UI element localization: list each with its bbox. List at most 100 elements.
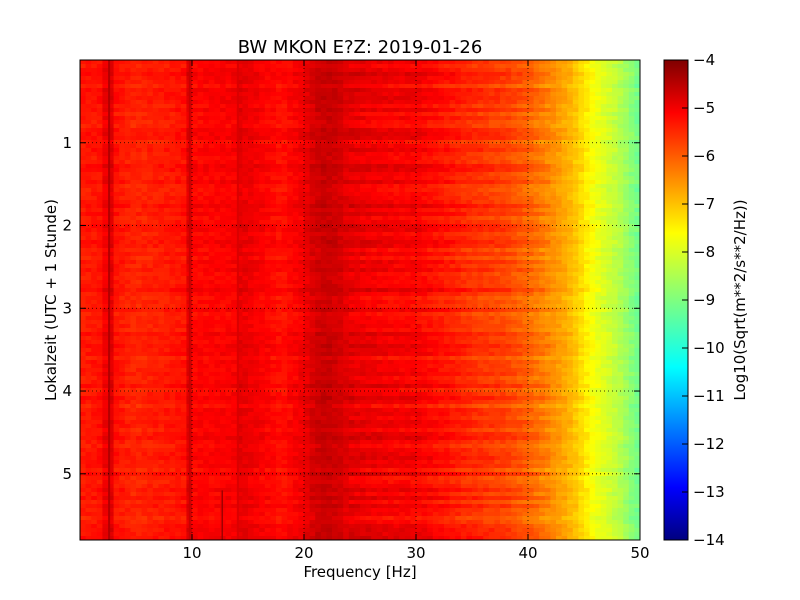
- spectrogram-cell: [404, 196, 411, 201]
- spectrogram-cell: [108, 180, 115, 185]
- spectrogram-cell: [119, 236, 126, 241]
- spectrogram-cell: [236, 108, 243, 113]
- spectrogram-cell: [152, 172, 159, 177]
- spectrogram-cell: [225, 244, 232, 249]
- spectrogram-cell: [203, 164, 210, 169]
- spectrogram-cell: [287, 104, 294, 109]
- spectrogram-cell: [438, 132, 445, 137]
- spectrogram-cell: [460, 224, 467, 229]
- spectrogram-cell: [315, 236, 322, 241]
- spectrogram-cell: [236, 192, 243, 197]
- spectrogram-cell: [449, 76, 456, 81]
- spectrogram-cell: [416, 148, 423, 153]
- spectrogram-cell: [192, 116, 199, 121]
- spectrogram-cell: [169, 140, 176, 145]
- spectrogram-cell: [298, 92, 305, 97]
- spectrogram-cell: [416, 100, 423, 105]
- spectrogram-cell: [528, 200, 535, 205]
- spectrogram-cell: [376, 108, 383, 113]
- spectrogram-cell: [253, 228, 260, 233]
- spectrogram-cell: [556, 208, 563, 213]
- spectrogram-cell: [158, 76, 165, 81]
- spectrogram-cell: [192, 244, 199, 249]
- spectrogram-cell: [365, 200, 372, 205]
- spectrogram-cell: [376, 256, 383, 261]
- spectrogram-cell: [208, 212, 215, 217]
- spectrogram-cell: [449, 180, 456, 185]
- spectrogram-cell: [533, 144, 540, 149]
- spectrogram-cell: [259, 240, 266, 245]
- spectrogram-cell: [253, 184, 260, 189]
- spectrogram-cell: [365, 208, 372, 213]
- spectrogram-cell: [343, 120, 350, 125]
- spectrogram-cell: [152, 180, 159, 185]
- spectrogram-cell: [253, 164, 260, 169]
- spectrogram-cell: [449, 176, 456, 181]
- spectrogram-cell: [393, 120, 400, 125]
- spectrogram-cell: [152, 140, 159, 145]
- spectrogram-cell: [539, 156, 546, 161]
- spectrogram-cell: [444, 76, 451, 81]
- spectrogram-cell: [164, 244, 171, 249]
- spectrogram-cell: [208, 160, 215, 165]
- spectrogram-cell: [287, 84, 294, 89]
- spectrogram-cell: [371, 236, 378, 241]
- spectrogram-cell: [119, 212, 126, 217]
- spectrogram-cell: [572, 156, 579, 161]
- spectrogram-cell: [292, 140, 299, 145]
- spectrogram-cell: [119, 72, 126, 77]
- spectrogram-cell: [175, 256, 182, 261]
- spectrogram-cell: [130, 120, 137, 125]
- spectrogram-cell: [292, 72, 299, 77]
- spectrogram-cell: [589, 120, 596, 125]
- spectrogram-cell: [528, 208, 535, 213]
- spectrogram-cell: [281, 160, 288, 165]
- spectrogram-cell: [248, 176, 255, 181]
- spectrogram-cell: [606, 108, 613, 113]
- spectrogram-cell: [500, 176, 507, 181]
- spectrogram-cell: [376, 152, 383, 157]
- spectrogram-cell: [96, 216, 103, 221]
- spectrogram-cell: [85, 124, 92, 129]
- spectrogram-cell: [242, 92, 249, 97]
- spectrogram-cell: [326, 200, 333, 205]
- spectrogram-cell: [488, 252, 495, 257]
- spectrogram-cell: [505, 140, 512, 145]
- spectrogram-cell: [220, 168, 227, 173]
- spectrogram-cell: [354, 236, 361, 241]
- spectrogram-cell: [113, 148, 120, 153]
- spectrogram-cell: [315, 136, 322, 141]
- spectrogram-cell: [567, 208, 574, 213]
- spectrogram-cell: [404, 68, 411, 73]
- spectrogram-cell: [544, 84, 551, 89]
- spectrogram-cell: [455, 92, 462, 97]
- spectrogram-cell: [220, 216, 227, 221]
- spectrogram-cell: [572, 80, 579, 85]
- spectrogram-cell: [365, 184, 372, 189]
- spectrogram-cell: [494, 136, 501, 141]
- spectrogram-cell: [220, 248, 227, 253]
- spectrogram-cell: [404, 136, 411, 141]
- spectrogram-cell: [522, 60, 529, 65]
- spectrogram-cell: [595, 252, 602, 257]
- spectrogram-cell: [203, 120, 210, 125]
- spectrogram-cell: [192, 88, 199, 93]
- spectrogram-cell: [164, 248, 171, 253]
- spectrogram-cell: [309, 248, 316, 253]
- spectrogram-cell: [528, 84, 535, 89]
- spectrogram-cell: [192, 84, 199, 89]
- spectrogram-cell: [332, 148, 339, 153]
- spectrogram-cell: [281, 128, 288, 133]
- spectrogram-cell: [628, 236, 635, 241]
- spectrogram-cell: [231, 256, 238, 261]
- spectrogram-cell: [612, 132, 619, 137]
- spectrogram-cell: [528, 240, 535, 245]
- spectrogram-cell: [388, 80, 395, 85]
- spectrogram-cell: [343, 124, 350, 129]
- spectrogram-cell: [276, 216, 283, 221]
- spectrogram-cell: [85, 144, 92, 149]
- spectrogram-cell: [248, 84, 255, 89]
- spectrogram-cell: [472, 128, 479, 133]
- spectrogram-cell: [528, 232, 535, 237]
- spectrogram-cell: [220, 144, 227, 149]
